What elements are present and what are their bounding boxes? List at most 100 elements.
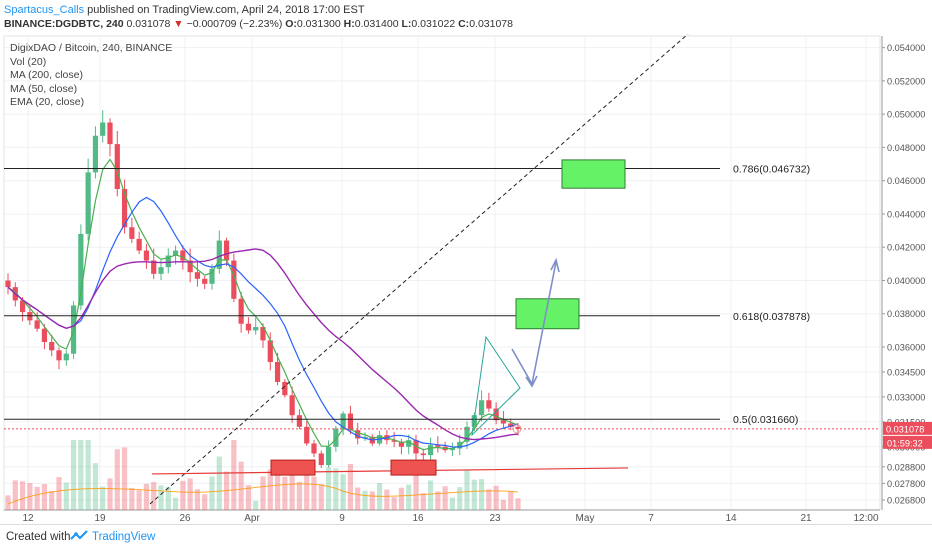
support-line xyxy=(151,467,629,475)
volume-bar xyxy=(63,482,69,510)
countdown-tag-text: 01:59:32 xyxy=(887,438,923,448)
support-box-1 xyxy=(270,459,316,476)
volume-ma-line xyxy=(7,483,519,505)
volume-bar xyxy=(121,447,128,510)
target-box-2 xyxy=(561,159,626,189)
candle-body xyxy=(347,413,354,431)
y-tick-label: 0.038000 xyxy=(887,309,925,319)
volume-bar xyxy=(165,487,171,510)
x-tick-label: 9 xyxy=(339,513,345,524)
arrowhead-up-icon xyxy=(550,257,560,273)
legend-title: DigixDAO / Bitcoin, 240, BINANCE xyxy=(10,42,173,54)
volume-bar xyxy=(100,486,106,510)
candle-body xyxy=(216,240,222,269)
candle-body xyxy=(63,353,69,361)
candle-body xyxy=(362,436,368,439)
published-text: published on TradingView.com, April 24, … xyxy=(87,4,365,16)
y-tick-label: 0.026800 xyxy=(887,496,925,506)
volume-bar xyxy=(347,463,354,510)
candle-body xyxy=(464,426,470,442)
candle-body xyxy=(245,323,252,331)
volume-bar xyxy=(34,486,40,510)
volume-bar xyxy=(486,489,492,510)
candle-body xyxy=(515,426,521,429)
fib-level-label: 0.5(0.031660) xyxy=(733,414,798,426)
volume-bar xyxy=(318,484,324,510)
volume-bar xyxy=(304,471,310,510)
volume-bar xyxy=(398,487,405,510)
candle-body xyxy=(318,453,324,466)
open-value: 0.031300 xyxy=(296,18,341,30)
candle-body xyxy=(435,445,441,447)
current-price-tag xyxy=(883,421,932,435)
volume-bar xyxy=(158,485,164,510)
volume-bar xyxy=(151,482,157,510)
symbol-label: BINANCE:DGDBTC, 240 xyxy=(4,18,124,30)
candle-body xyxy=(289,395,295,416)
y-tick-label: 0.040000 xyxy=(887,276,925,286)
volume-bar xyxy=(56,477,62,510)
legend-ma200: MA (200, close) xyxy=(10,69,83,82)
y-tick-label: 0.048000 xyxy=(887,143,925,153)
candle-body xyxy=(223,240,230,261)
x-tick-label: 21 xyxy=(800,513,812,524)
candle-body xyxy=(100,122,106,136)
candle-body xyxy=(282,381,288,396)
current-price-tag-text: 0.031078 xyxy=(886,424,924,434)
volume-bar xyxy=(143,483,150,510)
candle-body xyxy=(5,280,11,288)
candle-body xyxy=(34,320,40,329)
y-tick-label: 0.042000 xyxy=(887,243,925,253)
candle-body xyxy=(267,340,273,362)
candle-body xyxy=(143,250,150,261)
x-tick-label: 19 xyxy=(94,513,106,524)
volume-bar xyxy=(457,487,463,510)
volume-bar xyxy=(136,490,142,510)
volume-bar xyxy=(216,456,222,510)
volume-bar xyxy=(420,493,426,510)
candle-body xyxy=(41,328,48,343)
volume-bar xyxy=(5,495,11,510)
candle-body xyxy=(333,428,339,447)
y-tick-label: 0.052000 xyxy=(887,76,925,86)
volume-bar xyxy=(362,490,368,510)
candle-body xyxy=(107,122,113,145)
projection-arrow-path xyxy=(511,261,557,387)
x-tick-label: 14 xyxy=(725,513,737,524)
ohlc-line: BINANCE:DGDBTC, 240 0.031078 ▼ −0.000709… xyxy=(4,18,513,30)
author-link[interactable]: Spartacus_Calls xyxy=(4,4,85,16)
x-tick-label: Apr xyxy=(244,513,260,524)
open-label: O: xyxy=(285,18,297,30)
volume-bar xyxy=(260,476,266,510)
candle-body xyxy=(311,443,317,454)
fib-level-label: 0.786(0.046732) xyxy=(733,164,810,176)
y-tick-label: 0.044000 xyxy=(887,209,925,219)
chart-header: Spartacus_Calls published on TradingView… xyxy=(0,0,932,34)
x-tick-label: 26 xyxy=(179,513,191,524)
candle-body xyxy=(427,445,434,456)
y-tick-label: 0.046000 xyxy=(887,176,925,186)
volume-bar xyxy=(202,494,208,510)
volume-bar xyxy=(78,440,84,510)
candle-body xyxy=(260,327,266,341)
candle-body xyxy=(231,260,237,299)
volume-bar xyxy=(231,440,237,510)
candle-body xyxy=(187,260,193,273)
high-label: H: xyxy=(343,18,355,30)
legend-vol: Vol (20) xyxy=(10,55,47,68)
x-tick-label: 16 xyxy=(412,513,424,524)
volume-bar xyxy=(274,473,281,510)
price-chart[interactable]: 12 19 26 Apr 9 16 23 May 7 14 21 12:00 0.054000 0.052… xyxy=(0,34,932,524)
candle-body xyxy=(209,268,215,284)
volume-bar xyxy=(464,469,470,510)
legend-ema20: EMA (20, close) xyxy=(10,96,85,109)
tradingview-brand[interactable]: TradingView xyxy=(92,531,156,543)
volume-bar xyxy=(172,497,179,510)
y-tick-label: 0.027800 xyxy=(887,479,925,489)
footer-bar: Created with TradingView xyxy=(0,524,932,551)
volume-bar xyxy=(70,440,77,510)
candle-body xyxy=(420,453,426,456)
volume-bar xyxy=(435,491,441,510)
volume-bar xyxy=(282,476,288,510)
x-tick-label: 23 xyxy=(489,513,501,524)
